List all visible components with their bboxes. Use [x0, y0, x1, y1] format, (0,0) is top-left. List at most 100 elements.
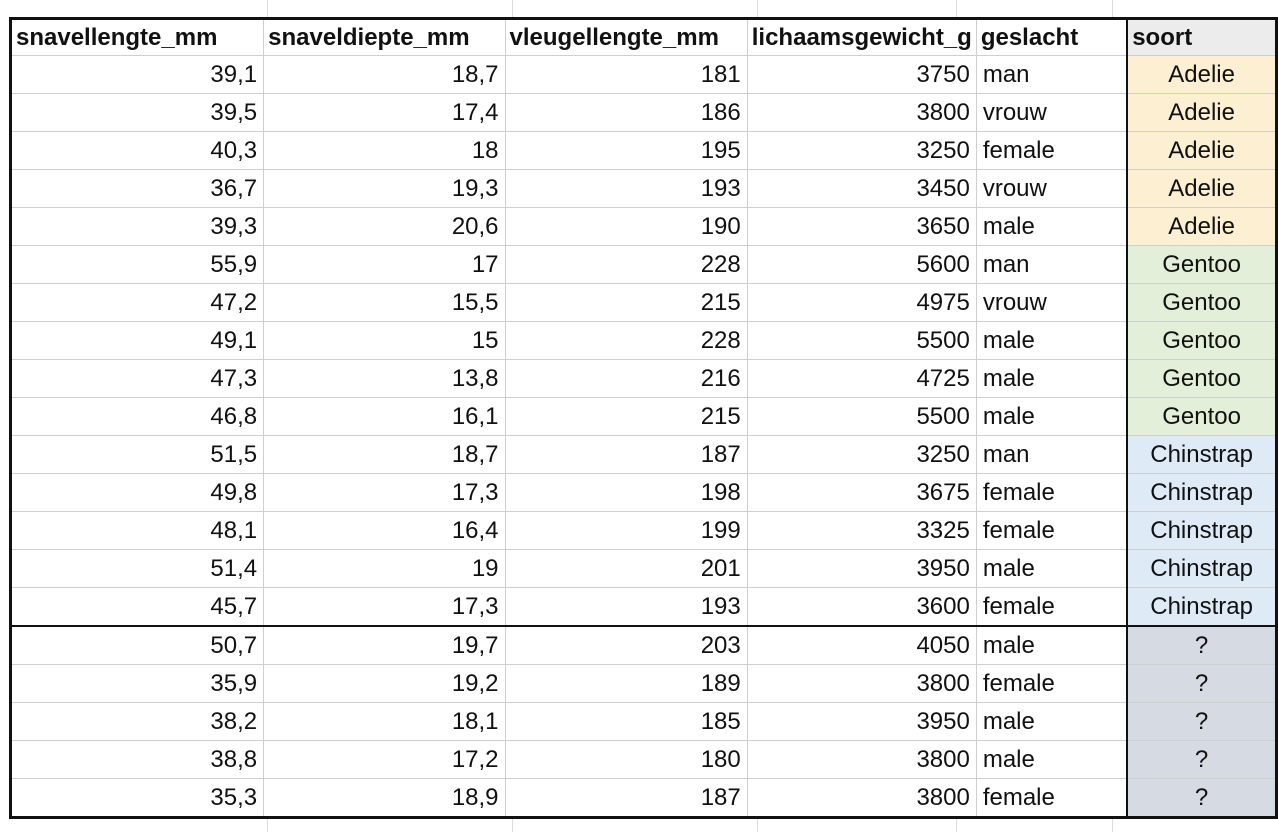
- bill-depth-cell[interactable]: 17,2: [263, 740, 506, 779]
- sex-cell[interactable]: male: [975, 549, 1128, 588]
- sex-cell[interactable]: male: [975, 625, 1128, 665]
- wing-length-cell[interactable]: 193: [504, 587, 748, 627]
- wing-length-cell[interactable]: 195: [504, 131, 748, 170]
- body-mass-cell[interactable]: 3800: [746, 93, 977, 132]
- bill-depth-cell[interactable]: 18,7: [263, 435, 506, 474]
- species-cell[interactable]: Gentoo: [1126, 283, 1278, 322]
- species-cell[interactable]: Gentoo: [1126, 359, 1278, 398]
- bill-length-cell[interactable]: 40,3: [9, 131, 265, 170]
- bill-depth-cell[interactable]: 19,2: [263, 664, 506, 703]
- sex-cell[interactable]: female: [975, 511, 1128, 550]
- body-mass-cell[interactable]: 3800: [746, 664, 977, 703]
- body-mass-cell[interactable]: 3250: [746, 131, 977, 170]
- bill-depth-cell[interactable]: 17,4: [263, 93, 506, 132]
- wing-length-cell[interactable]: 187: [504, 435, 748, 474]
- bill-depth-cell[interactable]: 19: [263, 549, 506, 588]
- wing-length-cell[interactable]: 187: [504, 778, 748, 818]
- species-cell[interactable]: Gentoo: [1126, 321, 1278, 360]
- column-header[interactable]: snaveldiepte_mm: [263, 18, 506, 56]
- species-cell[interactable]: Chinstrap: [1126, 435, 1278, 474]
- species-cell[interactable]: ?: [1126, 702, 1278, 741]
- species-cell[interactable]: ?: [1126, 625, 1278, 665]
- bill-depth-cell[interactable]: 18,1: [263, 702, 506, 741]
- bill-depth-cell[interactable]: 17: [263, 245, 506, 284]
- column-header[interactable]: snavellengte_mm: [9, 18, 265, 56]
- species-cell[interactable]: Gentoo: [1126, 397, 1278, 436]
- species-cell[interactable]: Chinstrap: [1126, 587, 1278, 627]
- sex-cell[interactable]: man: [975, 435, 1128, 474]
- wing-length-cell[interactable]: 228: [504, 321, 748, 360]
- bill-depth-cell[interactable]: 18,9: [263, 778, 506, 818]
- species-cell[interactable]: Adelie: [1126, 169, 1278, 208]
- bill-length-cell[interactable]: 39,1: [9, 55, 265, 94]
- body-mass-cell[interactable]: 3325: [746, 511, 977, 550]
- species-cell[interactable]: Adelie: [1126, 207, 1278, 246]
- body-mass-cell[interactable]: 5600: [746, 245, 977, 284]
- bill-length-cell[interactable]: 49,8: [9, 473, 265, 512]
- species-cell[interactable]: Adelie: [1126, 93, 1278, 132]
- wing-length-cell[interactable]: 189: [504, 664, 748, 703]
- body-mass-cell[interactable]: 3800: [746, 778, 977, 818]
- sex-cell[interactable]: vrouw: [975, 93, 1128, 132]
- bill-depth-cell[interactable]: 20,6: [263, 207, 506, 246]
- column-header[interactable]: soort: [1126, 18, 1278, 56]
- body-mass-cell[interactable]: 3250: [746, 435, 977, 474]
- bill-depth-cell[interactable]: 17,3: [263, 473, 506, 512]
- column-header[interactable]: lichaamsgewicht_g: [746, 18, 977, 56]
- sex-cell[interactable]: male: [975, 740, 1128, 779]
- sex-cell[interactable]: man: [975, 245, 1128, 284]
- body-mass-cell[interactable]: 4975: [746, 283, 977, 322]
- body-mass-cell[interactable]: 3600: [746, 587, 977, 627]
- bill-depth-cell[interactable]: 17,3: [263, 587, 506, 627]
- sex-cell[interactable]: vrouw: [975, 283, 1128, 322]
- body-mass-cell[interactable]: 3800: [746, 740, 977, 779]
- wing-length-cell[interactable]: 201: [504, 549, 748, 588]
- bill-depth-cell[interactable]: 15: [263, 321, 506, 360]
- bill-length-cell[interactable]: 51,4: [9, 549, 265, 588]
- wing-length-cell[interactable]: 181: [504, 55, 748, 94]
- bill-length-cell[interactable]: 39,3: [9, 207, 265, 246]
- bill-length-cell[interactable]: 45,7: [9, 587, 265, 627]
- bill-length-cell[interactable]: 35,9: [9, 664, 265, 703]
- species-cell[interactable]: Gentoo: [1126, 245, 1278, 284]
- sex-cell[interactable]: male: [975, 702, 1128, 741]
- sex-cell[interactable]: female: [975, 473, 1128, 512]
- wing-length-cell[interactable]: 180: [504, 740, 748, 779]
- bill-depth-cell[interactable]: 13,8: [263, 359, 506, 398]
- bill-length-cell[interactable]: 55,9: [9, 245, 265, 284]
- wing-length-cell[interactable]: 215: [504, 397, 748, 436]
- wing-length-cell[interactable]: 198: [504, 473, 748, 512]
- column-header[interactable]: vleugellengte_mm: [504, 18, 748, 56]
- species-cell[interactable]: Chinstrap: [1126, 473, 1278, 512]
- bill-length-cell[interactable]: 46,8: [9, 397, 265, 436]
- sex-cell[interactable]: male: [975, 397, 1128, 436]
- bill-depth-cell[interactable]: 16,4: [263, 511, 506, 550]
- wing-length-cell[interactable]: 190: [504, 207, 748, 246]
- column-header[interactable]: geslacht: [975, 18, 1128, 56]
- body-mass-cell[interactable]: 3675: [746, 473, 977, 512]
- sex-cell[interactable]: male: [975, 207, 1128, 246]
- sex-cell[interactable]: male: [975, 321, 1128, 360]
- bill-depth-cell[interactable]: 18,7: [263, 55, 506, 94]
- species-cell[interactable]: ?: [1126, 740, 1278, 779]
- bill-length-cell[interactable]: 39,5: [9, 93, 265, 132]
- wing-length-cell[interactable]: 216: [504, 359, 748, 398]
- bill-length-cell[interactable]: 35,3: [9, 778, 265, 818]
- sex-cell[interactable]: female: [975, 778, 1128, 818]
- bill-length-cell[interactable]: 47,3: [9, 359, 265, 398]
- sex-cell[interactable]: man: [975, 55, 1128, 94]
- bill-length-cell[interactable]: 38,8: [9, 740, 265, 779]
- species-cell[interactable]: ?: [1126, 664, 1278, 703]
- species-cell[interactable]: Chinstrap: [1126, 549, 1278, 588]
- sex-cell[interactable]: female: [975, 587, 1128, 627]
- wing-length-cell[interactable]: 193: [504, 169, 748, 208]
- species-cell[interactable]: Chinstrap: [1126, 511, 1278, 550]
- sex-cell[interactable]: male: [975, 359, 1128, 398]
- bill-length-cell[interactable]: 38,2: [9, 702, 265, 741]
- sex-cell[interactable]: female: [975, 664, 1128, 703]
- body-mass-cell[interactable]: 3950: [746, 702, 977, 741]
- body-mass-cell[interactable]: 5500: [746, 321, 977, 360]
- sex-cell[interactable]: vrouw: [975, 169, 1128, 208]
- wing-length-cell[interactable]: 185: [504, 702, 748, 741]
- body-mass-cell[interactable]: 4050: [746, 625, 977, 665]
